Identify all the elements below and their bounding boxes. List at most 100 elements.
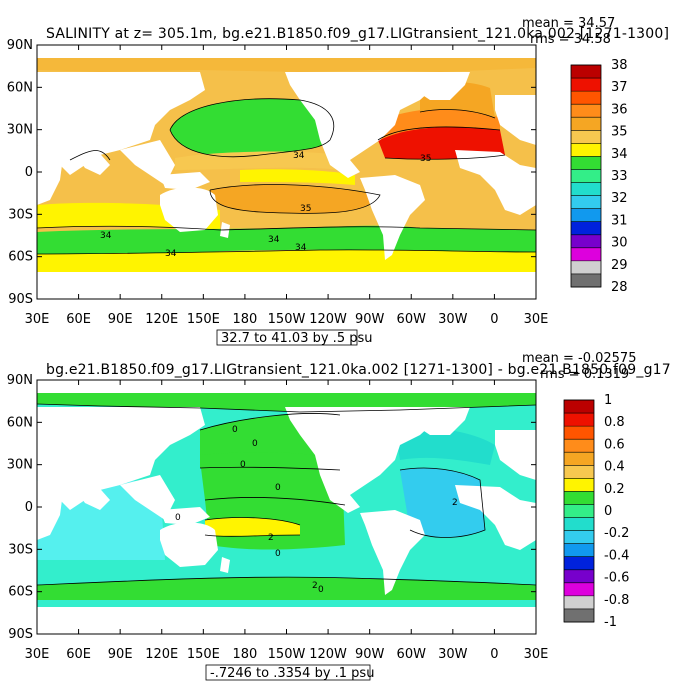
colorbar-swatch xyxy=(571,273,601,288)
lat-label: 60N xyxy=(7,415,33,430)
colorbar-border xyxy=(563,399,595,623)
colorbar-label: 33 xyxy=(611,169,628,184)
contour-label: 0 xyxy=(275,483,281,493)
lon-label: 60E xyxy=(66,312,91,327)
lon-label: 120E xyxy=(145,647,178,662)
colorbar-label: 37 xyxy=(611,80,628,95)
contour-label: 2 xyxy=(312,581,318,591)
colorbar-swatch xyxy=(571,234,601,249)
colorbar-label: 0.2 xyxy=(604,482,625,497)
lon-label: 180 xyxy=(233,312,258,327)
colorbar-swatch xyxy=(564,452,594,466)
lon-label: 150E xyxy=(187,312,220,327)
colorbar-label: 29 xyxy=(611,258,628,273)
north-pacific-low-salinity xyxy=(170,98,334,157)
lat-label: 90S xyxy=(8,627,33,642)
land xyxy=(37,407,536,634)
range-label: 32.7 to 41.03 by .5 psu xyxy=(221,331,373,346)
lon-label: 120W xyxy=(309,312,347,327)
lat-label: 60N xyxy=(7,80,33,95)
colorbar-swatch xyxy=(571,91,601,105)
colorbar-swatch xyxy=(564,439,594,453)
lon-label: 30E xyxy=(524,647,549,662)
colorbar-swatch xyxy=(564,517,594,531)
contour-label: 34 xyxy=(295,243,307,253)
colorbar-swatch xyxy=(564,413,594,427)
colorbar-swatch xyxy=(571,65,601,79)
lon-label: 90W xyxy=(355,647,385,662)
equatorial-band xyxy=(200,452,340,470)
colorbar-swatch xyxy=(571,117,601,131)
land xyxy=(37,72,536,299)
colorbar-swatch xyxy=(571,221,601,236)
colorbar-label: -0.8 xyxy=(604,593,629,608)
lon-label: 180 xyxy=(233,647,258,662)
panel-top: SALINITY at z= 305.1m, bg.e21.B1850.f09_… xyxy=(7,16,669,346)
lon-label: 0 xyxy=(490,312,498,327)
lon-label: 60W xyxy=(397,647,427,662)
contour-lines xyxy=(36,403,537,586)
colorbar-swatch xyxy=(564,530,594,544)
colorbar-swatch xyxy=(571,260,601,275)
contour-label: 0 xyxy=(232,425,238,435)
lat-label: 30S xyxy=(8,542,33,557)
colorbar-swatch xyxy=(564,400,594,414)
lat-label: 30N xyxy=(7,458,33,473)
panel-title: bg.e21.B1850.f09_g17.LIGtransient_121.0k… xyxy=(46,362,671,378)
lon-label: 30W xyxy=(438,647,468,662)
colorbar-swatch xyxy=(571,104,601,118)
colorbar-swatch xyxy=(571,156,601,170)
contour-label: 34 xyxy=(165,249,177,259)
contour-labels: 0 0 0 0 0 2 0 2 2 0 xyxy=(175,425,458,595)
colorbar-label: 31 xyxy=(611,213,628,228)
range-label: -.7246 to .3354 by .1 psu xyxy=(210,666,374,681)
lat-label: 90S xyxy=(8,292,33,307)
pacific-positive xyxy=(200,413,345,550)
contour-label: 35 xyxy=(420,154,431,164)
contour-label: 2 xyxy=(452,498,458,508)
colorbar-swatch xyxy=(564,465,594,479)
lon-label: 120W xyxy=(309,647,347,662)
lon-label: 60W xyxy=(397,312,427,327)
colorbar-label: -0.6 xyxy=(604,571,629,586)
colorbar-border xyxy=(570,64,602,288)
mean-label: mean = -0.02575 xyxy=(522,351,636,366)
colorbar-swatch xyxy=(564,569,594,584)
contour-label: 0 xyxy=(318,585,324,595)
colorbar-label: 30 xyxy=(611,236,628,251)
lon-label: 30E xyxy=(25,647,50,662)
colorbar-label: 0.8 xyxy=(604,415,625,430)
lon-label: 90E xyxy=(108,647,133,662)
colorbar-swatch xyxy=(571,169,601,183)
map-frame: 34 35 35 34 34 34 34 xyxy=(36,44,537,300)
colorbar-swatch xyxy=(571,208,601,223)
south-pacific-yellow xyxy=(205,517,300,537)
colorbar-label: 1 xyxy=(604,393,612,408)
panel-bottom: bg.e21.B1850.f09_g17.LIGtransient_121.0k… xyxy=(7,351,671,681)
colorbar-swatch xyxy=(571,130,601,144)
colorbar-label: 32 xyxy=(611,191,628,206)
colorbar-swatch xyxy=(564,595,594,610)
north-atlantic xyxy=(395,428,495,465)
lon-label: 150W xyxy=(268,647,306,662)
lat-label: 0 xyxy=(25,165,33,180)
colorbar-swatch xyxy=(571,247,601,262)
lat-label: 90N xyxy=(7,38,33,53)
lat-label: 60S xyxy=(8,585,33,600)
lon-label: 120E xyxy=(145,312,178,327)
colorbar-label: 0 xyxy=(604,504,612,519)
colorbar-label: 36 xyxy=(611,102,628,117)
colorbar-swatch xyxy=(571,143,601,157)
lat-label: 30S xyxy=(8,207,33,222)
contour-label: 34 xyxy=(293,151,305,161)
contour-label: 0 xyxy=(175,513,181,523)
colorbar-swatch xyxy=(564,556,594,571)
lat-label: 60S xyxy=(8,250,33,265)
map-frame: 0 0 0 0 0 2 0 2 2 0 xyxy=(36,379,537,635)
colorbar-label: -0.2 xyxy=(604,526,629,541)
mean-label: mean = 34.57 xyxy=(522,16,615,31)
contour-label: 34 xyxy=(268,235,280,245)
north-atlantic-orange xyxy=(380,108,500,140)
contour-label: 34 xyxy=(100,231,112,241)
colorbar-label: 0.4 xyxy=(604,460,625,475)
